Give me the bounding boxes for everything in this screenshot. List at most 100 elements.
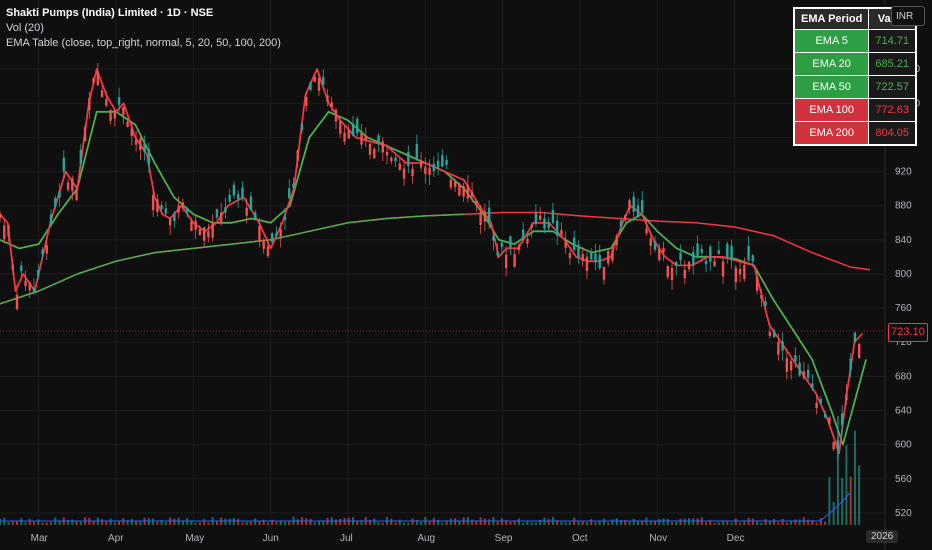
volume-bar [832,501,835,525]
candle-body [49,214,53,223]
candle-body [679,252,682,261]
candle-body [411,168,414,177]
candle-body [249,196,253,211]
volume-bar [37,519,40,525]
volume-bar [594,522,597,525]
volume-bar [160,520,163,525]
candle-body [653,241,657,250]
volume-bar [420,521,423,525]
candle-body [300,124,304,131]
volume-bar [130,518,133,525]
candle-body [853,332,857,343]
candle-body [181,202,185,208]
x-tick-label: Aug [417,533,435,544]
volume-bar [853,430,856,525]
candle-body [500,242,504,248]
volume-bar [781,518,784,525]
candle-body [772,330,776,338]
volume-bar [692,518,695,525]
volume-bar [824,521,827,525]
ema-period-cell: EMA 200 [793,121,870,146]
candle-body [760,295,763,299]
candle-body [224,207,227,213]
ema-row: EMA 20 685.21 [793,52,917,76]
volume-bar [67,519,70,525]
candle-body [309,82,312,90]
volume-bar [632,518,635,525]
ema-path [0,110,867,446]
volume-bar [445,520,448,525]
candle-body [526,238,529,244]
volume-bar [564,522,567,525]
volume-bar [798,519,801,525]
candle-body [658,248,661,260]
volume-bar [339,518,342,525]
candle-body [436,160,440,168]
candle-body [683,269,686,279]
candle-body [139,138,142,151]
volume-bar [271,519,274,525]
volume-bar [390,518,393,525]
volume-bar [739,522,742,525]
volume-bar [858,465,861,525]
ema-period-header: EMA Period [793,7,870,30]
candle-body [283,216,287,220]
ema-5-line [0,68,863,455]
volume-bar [509,521,512,525]
currency-button[interactable]: INR [891,6,925,26]
candle-body [96,71,100,85]
x-tick-label: Apr [108,533,124,544]
candle-body [777,341,780,355]
candle-body [381,141,384,153]
candle-body [619,220,623,227]
candle-body [236,194,240,200]
candle-body [228,194,231,202]
volume-bar [249,521,252,525]
volume-bar [381,522,384,525]
candle-body [424,166,427,174]
volume-bar [662,518,665,525]
volume-bar [590,519,593,525]
volume-bar [207,522,210,525]
candle-body [75,189,78,201]
candle-body [479,212,482,225]
candle-body [317,77,321,91]
candle-body [692,251,695,266]
candle-body [598,254,601,269]
candle-body [751,255,755,262]
candle-body [368,143,372,155]
candlesticks [0,63,861,459]
volume-bar [790,520,793,525]
current-price-tag: 723.10 [888,323,928,342]
symbol-title[interactable]: Shakti Pumps (India) Limited · 1D · NSE [6,7,214,19]
ema-table-indicator-label[interactable]: EMA Table (close, top_right, normal, 5, … [6,37,281,49]
volume-bar [377,522,380,525]
volume-bar [20,518,23,525]
volume-bar [283,521,286,525]
candle-body [607,250,610,264]
candle-body [32,287,36,293]
volume-bar [547,518,550,525]
volume-bar [109,518,112,525]
candle-body [134,139,138,145]
volume-bar [568,522,571,525]
volume-bar [92,520,95,525]
candle-body [704,260,708,265]
volume-bar [394,522,397,525]
volume-bar [619,520,622,525]
volume-bar [254,518,257,525]
volume-bar [79,521,82,525]
candle-body [343,132,346,142]
candle-body [432,163,436,172]
volume-indicator-label[interactable]: Vol (20) [6,22,44,34]
candle-body [143,143,146,153]
volume-bar [7,522,10,525]
candle-body [215,209,219,218]
candle-body [734,267,738,283]
candle-body [88,98,91,111]
volume-bar [794,519,797,525]
candle-body [262,239,265,249]
volume-bar [407,522,410,525]
volume-bar [534,522,537,525]
